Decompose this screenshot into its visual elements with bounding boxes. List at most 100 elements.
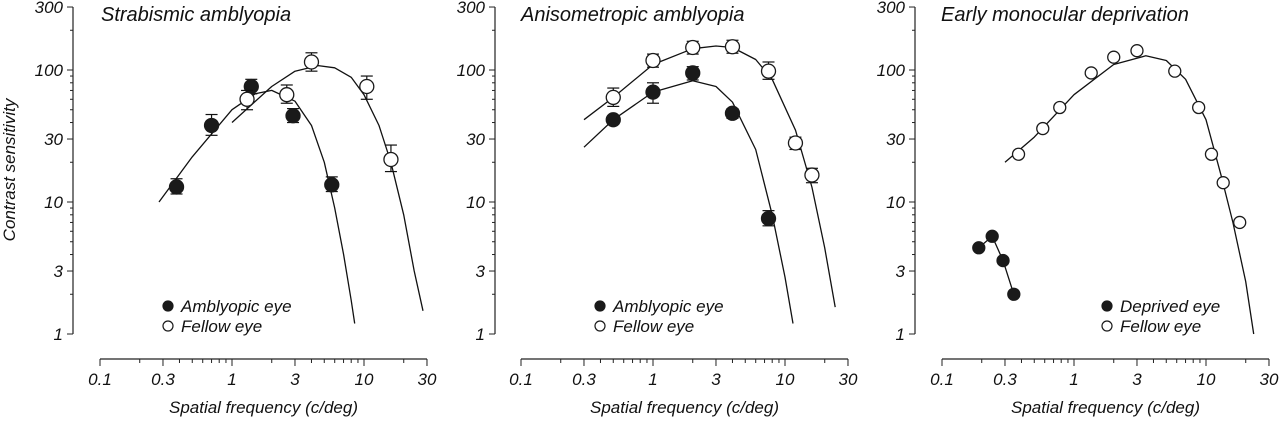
x-tick-label: 0.1	[88, 370, 112, 389]
x-tick-label: 3	[290, 370, 300, 389]
data-point	[724, 39, 741, 55]
y-tick-label: 3	[476, 262, 486, 281]
panel-title: Strabismic amblyopia	[101, 4, 291, 26]
data-point	[1192, 100, 1206, 115]
y-tick-label: 1	[896, 325, 905, 344]
y-tick-label: 100	[877, 61, 906, 80]
data-point	[1053, 100, 1067, 115]
x-tick-label: 1	[227, 370, 236, 389]
legend-label: Deprived eye	[1120, 297, 1220, 316]
panel-1: 1 3 10 30 100 300 0.1 0.3 1 3 10 30 Spatial frequenc…	[0, 0, 437, 417]
data-point	[685, 39, 701, 56]
y-tick-label: 3	[896, 262, 906, 281]
series-fellow-eye	[1004, 44, 1255, 335]
x-tick-label: 0.1	[930, 370, 954, 389]
legend-marker	[594, 300, 606, 312]
data-point	[787, 135, 804, 151]
data-point	[383, 151, 399, 168]
fit-curve	[231, 64, 424, 311]
legend-marker	[162, 300, 174, 312]
panel-2: 1 3 10 30 100 300 0.1 0.3 1 3 10 30 Spatial frequenc…	[457, 0, 858, 417]
data-point	[1168, 64, 1182, 78]
data-point	[724, 105, 741, 121]
x-tick-label: 0.3	[993, 370, 1017, 389]
data-point	[685, 65, 701, 81]
data-point	[605, 89, 621, 106]
data-point	[996, 253, 1010, 268]
y-tick-label: 300	[877, 0, 906, 17]
connecting-line	[978, 235, 1015, 295]
x-tick-label: 0.1	[509, 370, 533, 389]
panel-title: Anisometropic amblyopia	[520, 4, 744, 26]
data-point	[239, 91, 255, 107]
x-tick-label: 3	[1132, 370, 1142, 389]
data-point	[760, 63, 777, 79]
y-tick-label: 3	[54, 262, 64, 281]
series-deprived-eye	[972, 229, 1021, 301]
y-tick-label: 30	[886, 130, 905, 149]
y-tick-label: 1	[54, 325, 63, 344]
x-tick-label: 1	[1069, 370, 1078, 389]
legend-label: Fellow eye	[181, 317, 262, 336]
legend-label: Amblyopic eye	[612, 297, 724, 316]
data-point	[1084, 66, 1098, 80]
panel-title: Early monocular deprivation	[941, 4, 1189, 26]
series-amblyopic-eye	[583, 65, 794, 324]
panel-3: 1 3 10 30 100 300 0.1 0.3 1 3 10 30 Spatial frequenc…	[877, 0, 1279, 417]
fit-curve	[583, 80, 794, 324]
data-point	[324, 177, 340, 193]
fit-curve	[583, 45, 836, 308]
x-axis-label: Spatial frequency (c/deg)	[169, 398, 358, 417]
y-tick-label: 1	[476, 325, 485, 344]
x-tick-label: 10	[776, 370, 795, 389]
legend-marker	[1101, 300, 1113, 312]
legend-label: Amblyopic eye	[180, 297, 292, 316]
data-point	[1233, 215, 1247, 230]
data-point	[1107, 50, 1121, 64]
series-fellow-eye	[231, 52, 424, 311]
legend-marker	[162, 320, 174, 332]
data-point	[760, 210, 777, 227]
fit-curve	[1004, 55, 1255, 335]
data-point	[1036, 121, 1050, 136]
legend-label: Fellow eye	[613, 317, 694, 336]
y-tick-label: 30	[466, 130, 485, 149]
y-tick-label: 10	[466, 193, 485, 212]
x-axis-label: Spatial frequency (c/deg)	[590, 398, 779, 417]
x-tick-label: 0.3	[572, 370, 596, 389]
y-tick-label: 100	[35, 61, 64, 80]
data-point	[168, 179, 185, 195]
y-axis-label: Contrast sensitivity	[0, 97, 19, 241]
legend-marker	[594, 320, 606, 332]
x-tick-label: 1	[648, 370, 657, 389]
x-axis-label: Spatial frequency (c/deg)	[1011, 398, 1200, 417]
y-tick-label: 300	[35, 0, 64, 17]
fit-curve	[158, 89, 356, 324]
data-point	[243, 78, 259, 95]
legend-marker	[1101, 320, 1113, 332]
x-tick-label: 0.3	[151, 370, 175, 389]
data-point	[1130, 44, 1144, 58]
y-tick-label: 30	[44, 130, 63, 149]
legend-label: Fellow eye	[1120, 317, 1201, 336]
data-point	[972, 241, 986, 255]
x-tick-label: 10	[1197, 370, 1216, 389]
data-point	[1204, 147, 1219, 161]
data-point	[1216, 176, 1230, 190]
data-point	[1007, 287, 1021, 301]
x-tick-label: 10	[355, 370, 374, 389]
y-tick-label: 100	[457, 61, 486, 80]
data-point	[985, 229, 999, 243]
data-point	[359, 78, 375, 95]
x-tick-label: 30	[1260, 370, 1279, 389]
data-point	[203, 117, 220, 134]
data-point	[279, 87, 295, 103]
data-point	[1011, 147, 1026, 161]
data-point	[645, 52, 661, 69]
x-tick-label: 30	[418, 370, 437, 389]
data-point	[285, 108, 301, 124]
data-point	[645, 84, 661, 100]
x-tick-label: 3	[711, 370, 721, 389]
y-tick-label: 300	[457, 0, 486, 17]
